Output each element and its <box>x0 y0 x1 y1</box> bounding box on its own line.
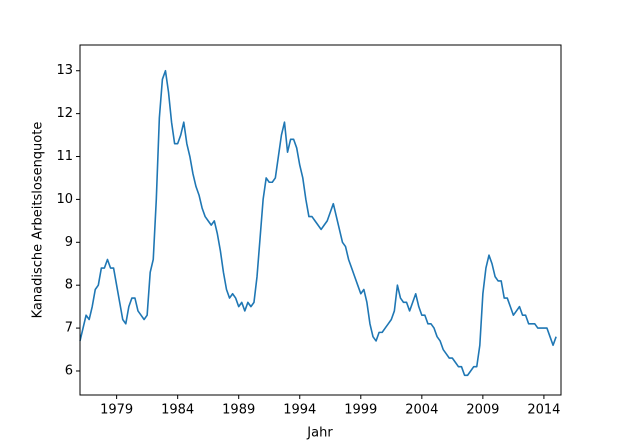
x-axis-label: Jahr <box>306 426 333 441</box>
plot-frame <box>79 44 562 396</box>
x-tick-label: 1989 <box>222 403 255 418</box>
x-tick-label: 1984 <box>161 403 194 418</box>
y-tick-label: 8 <box>65 278 73 293</box>
y-tick-label: 10 <box>56 192 73 207</box>
x-tick-label: 1999 <box>344 403 377 418</box>
x-tick-label: 2014 <box>527 403 560 418</box>
y-tick-label: 11 <box>56 149 73 164</box>
y-axis-label: Kanadische Arbeitslosenquote <box>31 122 46 319</box>
x-tick-label: 1979 <box>100 403 133 418</box>
x-tick-label: 2009 <box>466 403 499 418</box>
x-tick-label: 2004 <box>405 403 438 418</box>
y-tick-label: 6 <box>65 363 73 378</box>
y-tick-label: 9 <box>65 235 73 250</box>
y-tick-label: 13 <box>56 63 73 78</box>
line <box>79 69 557 377</box>
y-tick-label: 12 <box>56 106 73 121</box>
x-tick-label: 1994 <box>283 403 316 418</box>
y-tick-label: 7 <box>65 321 73 336</box>
